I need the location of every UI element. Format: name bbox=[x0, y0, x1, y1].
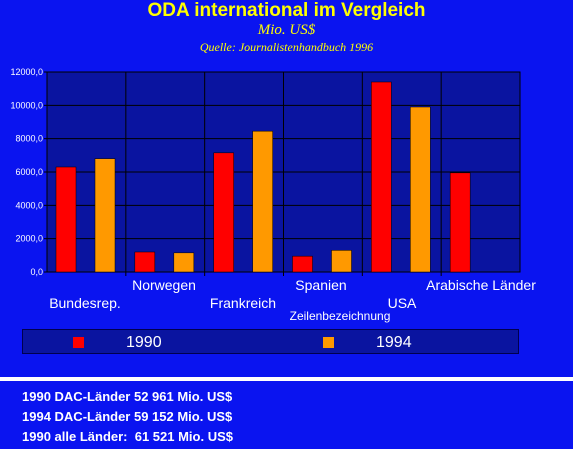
bar-1990-Arabische Länder bbox=[449, 172, 471, 273]
category-label: Frankreich bbox=[210, 295, 276, 311]
bar-1990-Frankreich bbox=[213, 152, 234, 273]
bar-1994-Spanien bbox=[331, 250, 352, 273]
category-label: USA bbox=[388, 295, 417, 311]
legend-swatch-1994 bbox=[323, 337, 334, 348]
bar-1994-Frankreich bbox=[252, 130, 273, 273]
category-label: Arabische Länder bbox=[426, 277, 536, 293]
bar-1994-Bundesrep. bbox=[94, 158, 116, 273]
legend-item-1990: 1990 bbox=[73, 330, 162, 355]
legend-label-1994: 1994 bbox=[376, 333, 412, 351]
summary-row-dac-1990: 1990 DAC-Länder 52 961 Mio. US$ bbox=[22, 389, 233, 404]
bar-1990-Spanien bbox=[292, 255, 313, 273]
y-tick-label: 8000,0 bbox=[15, 134, 43, 144]
summary-box: 1990 DAC-Länder 52 961 Mio. US$ 1994 DAC… bbox=[0, 377, 573, 449]
summary-row-dac-1994: 1994 DAC-Länder 59 152 Mio. US$ bbox=[22, 409, 233, 424]
bar-1990-Bundesrep. bbox=[55, 166, 77, 273]
chart-source: Quelle: Journalistenhandbuch 1996 bbox=[199, 40, 374, 54]
y-tick-label: 4000,0 bbox=[15, 200, 43, 210]
legend-label-1990: 1990 bbox=[126, 333, 162, 351]
bar-1990-USA bbox=[371, 81, 392, 273]
x-axis-title: Zeilenbezeichnung bbox=[290, 309, 391, 323]
chart-title: ODA international im Vergleich bbox=[147, 0, 426, 21]
bar-chart: 0,0 2000,0 4000,0 6000,0 8000,0 10000,0 12000,… bbox=[10, 67, 536, 323]
chart-legend: 1990 1994 bbox=[22, 329, 519, 354]
y-tick-label: 0,0 bbox=[30, 267, 43, 277]
y-tick-label: 2000,0 bbox=[15, 234, 43, 244]
bar-1994-Norwegen bbox=[173, 252, 195, 273]
category-label: Spanien bbox=[295, 277, 346, 293]
y-tick-label: 10000,0 bbox=[10, 100, 43, 110]
chart-subtitle: Mio. US$ bbox=[257, 22, 316, 38]
summary-row-all-1990: 1990 alle Länder: 61 521 Mio. US$ bbox=[22, 429, 233, 444]
category-label: Bundesrep. bbox=[49, 295, 121, 311]
y-tick-label: 12000,0 bbox=[10, 67, 43, 77]
bar-1994-USA bbox=[410, 106, 431, 273]
y-tick-label: 6000,0 bbox=[15, 167, 43, 177]
legend-swatch-1990 bbox=[73, 337, 84, 348]
legend-item-1994: 1994 bbox=[323, 330, 412, 355]
bar-1990-Norwegen bbox=[134, 251, 156, 273]
category-label: Norwegen bbox=[132, 277, 196, 293]
